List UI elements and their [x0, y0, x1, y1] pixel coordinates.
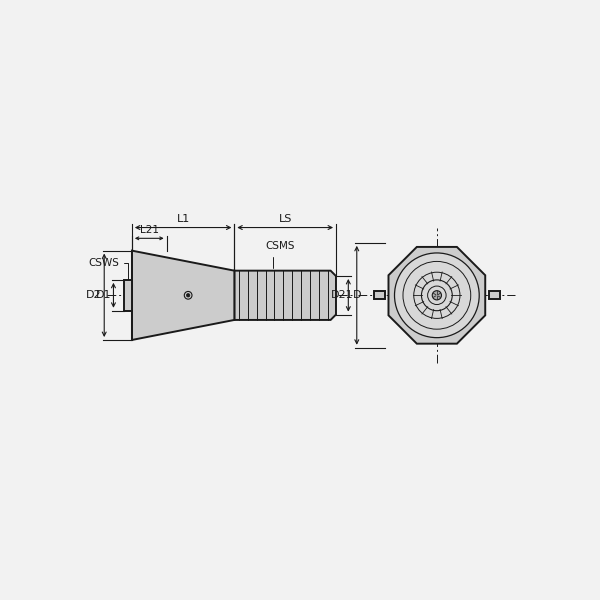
Text: D: D [353, 290, 361, 300]
Polygon shape [124, 280, 132, 311]
Text: LS: LS [278, 214, 292, 224]
Polygon shape [489, 292, 500, 299]
Text: L21: L21 [140, 225, 159, 235]
Text: D21: D21 [331, 290, 354, 300]
Text: L1: L1 [176, 214, 190, 224]
Text: CSWS: CSWS [88, 258, 128, 285]
Circle shape [187, 293, 190, 297]
Text: CSMS: CSMS [265, 241, 295, 268]
Text: D2: D2 [86, 290, 102, 300]
Text: D1: D1 [95, 290, 111, 300]
Circle shape [432, 290, 442, 300]
Circle shape [184, 292, 192, 299]
Polygon shape [235, 271, 336, 320]
Polygon shape [374, 292, 385, 299]
Polygon shape [388, 247, 485, 344]
Polygon shape [132, 251, 235, 340]
Circle shape [395, 253, 479, 338]
